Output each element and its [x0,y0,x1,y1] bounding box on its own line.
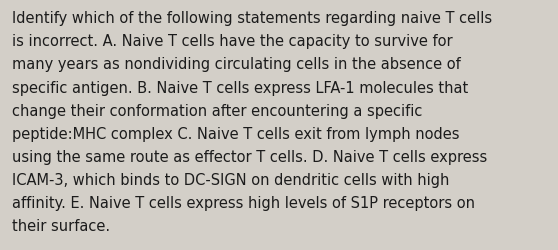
Text: affinity. E. Naive T cells express high levels of S1P receptors on: affinity. E. Naive T cells express high … [12,195,475,210]
Text: using the same route as effector T cells. D. Naive T cells express: using the same route as effector T cells… [12,149,488,164]
Text: is incorrect. A. Naive T cells have the capacity to survive for: is incorrect. A. Naive T cells have the … [12,34,453,49]
Text: change their conformation after encountering a specific: change their conformation after encounte… [12,103,422,118]
Text: Identify which of the following statements regarding naive T cells: Identify which of the following statemen… [12,11,492,26]
Text: many years as nondividing circulating cells in the absence of: many years as nondividing circulating ce… [12,57,461,72]
Text: ICAM-3, which binds to DC-SIGN on dendritic cells with high: ICAM-3, which binds to DC-SIGN on dendri… [12,172,450,187]
Text: peptide:MHC complex C. Naive T cells exit from lymph nodes: peptide:MHC complex C. Naive T cells exi… [12,126,460,141]
Text: their surface.: their surface. [12,218,110,233]
Text: specific antigen. B. Naive T cells express LFA-1 molecules that: specific antigen. B. Naive T cells expre… [12,80,469,95]
